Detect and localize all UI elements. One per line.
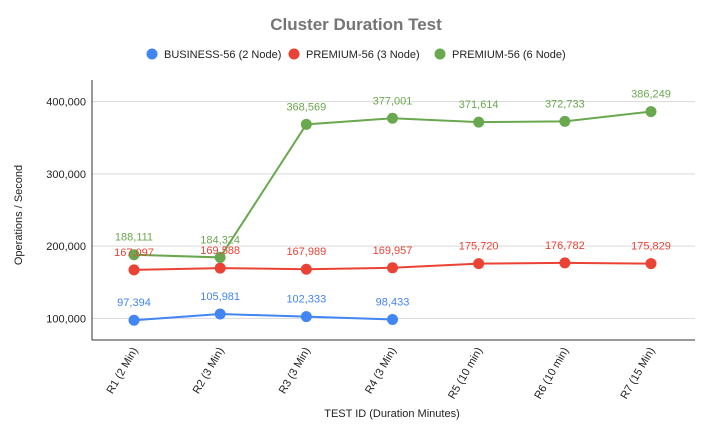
legend-marker — [146, 48, 158, 60]
data-label: 97,394 — [117, 297, 151, 309]
data-point — [300, 311, 312, 323]
data-label: 102,333 — [286, 294, 326, 306]
x-axis-title: TEST ID (Duration Minutes) — [324, 408, 460, 420]
series-group — [128, 106, 657, 326]
y-tick-label: 400,000 — [46, 97, 86, 109]
data-label: 167,989 — [286, 246, 326, 258]
data-label: 372,733 — [545, 98, 585, 110]
data-label: 386,249 — [631, 89, 671, 101]
x-tick-label: R1 (2 Min) — [105, 346, 141, 396]
data-point — [300, 263, 312, 275]
legend-marker — [288, 48, 300, 60]
x-tick-label: R3 (3 Min) — [277, 346, 313, 396]
legend-label: PREMIUM-56 (6 Node) — [452, 49, 566, 61]
legend-label: PREMIUM-56 (3 Node) — [306, 49, 420, 61]
gridlines — [92, 101, 695, 319]
data-label: 167,097 — [114, 247, 154, 259]
legend-marker — [434, 48, 446, 60]
data-point — [214, 308, 226, 320]
data-point — [128, 249, 140, 261]
data-point — [387, 313, 398, 325]
x-tick-label: R6 (10 min) — [532, 346, 571, 402]
data-label: 175,720 — [459, 241, 499, 253]
data-point — [645, 258, 657, 270]
data-point — [387, 112, 398, 124]
data-point — [645, 106, 657, 118]
data-label: 371,614 — [459, 99, 499, 111]
data-point — [300, 118, 312, 130]
data-label: 169,957 — [373, 245, 413, 257]
data-point — [559, 257, 571, 269]
x-tick-label: R4 (3 Min) — [363, 346, 399, 396]
data-point — [128, 264, 140, 276]
data-label: 98,433 — [376, 296, 410, 308]
data-point — [214, 262, 226, 274]
x-tick-label: R2 (3 Min) — [191, 346, 227, 396]
x-tick-label: R7 (15 Min) — [618, 346, 657, 402]
y-tick-label: 100,000 — [46, 313, 86, 325]
series-line — [133, 313, 393, 322]
data-point — [473, 258, 485, 270]
data-point — [473, 116, 485, 128]
data-label: 176,782 — [545, 240, 585, 252]
y-tick-label: 300,000 — [46, 169, 86, 181]
data-label: 175,829 — [631, 241, 671, 253]
x-axis-ticks: R1 (2 Min) R2 (3 Min) R3 (3 Min) R4 (3 Min)… — [105, 346, 658, 402]
data-label: 377,001 — [373, 95, 413, 107]
legend: BUSINESS-56 (2 Node) PREMIUM-56 (3 Node) P… — [146, 48, 566, 61]
data-label: 184,324 — [200, 234, 240, 246]
data-label: 368,569 — [286, 101, 326, 113]
legend-label: BUSINESS-56 (2 Node) — [164, 49, 281, 61]
data-point — [214, 251, 226, 263]
data-label: 188,111 — [115, 232, 153, 244]
data-label: 105,981 — [200, 291, 240, 303]
chart-title: Cluster Duration Test — [270, 15, 442, 34]
data-point — [559, 115, 571, 127]
data-point — [387, 262, 398, 274]
data-labels: 97,394 105,981 102,333 98,433 167,097 169,588… — [114, 89, 671, 310]
data-point — [128, 314, 140, 326]
data-label: 169,588 — [200, 245, 240, 257]
y-axis-title: Operations / Second — [13, 165, 25, 265]
x-tick-label: R5 (10 min) — [446, 346, 485, 402]
y-axis-ticks: 100,000 200,000 300,000 400,000 — [46, 97, 86, 326]
y-tick-label: 200,000 — [46, 241, 86, 253]
